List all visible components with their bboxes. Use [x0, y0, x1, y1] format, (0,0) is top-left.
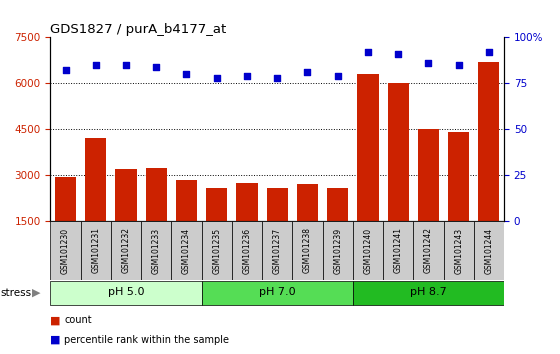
- Text: GSM101239: GSM101239: [333, 227, 342, 274]
- Point: [91, 62, 100, 68]
- Point: [182, 71, 191, 77]
- Point: [122, 62, 130, 68]
- Bar: [50, 221, 81, 280]
- Point: [61, 68, 70, 73]
- Text: GSM101243: GSM101243: [454, 227, 463, 274]
- Point: [484, 49, 493, 55]
- Text: GSM101230: GSM101230: [61, 227, 70, 274]
- Point: [333, 73, 342, 79]
- Text: GSM101231: GSM101231: [91, 228, 100, 273]
- Text: GSM101232: GSM101232: [122, 228, 130, 273]
- Bar: [50, 281, 202, 305]
- Bar: [81, 221, 111, 280]
- Bar: [418, 129, 439, 221]
- Bar: [323, 221, 353, 280]
- Bar: [357, 74, 379, 221]
- Text: ■: ■: [50, 315, 61, 325]
- Point: [242, 73, 251, 79]
- Bar: [202, 221, 232, 280]
- Bar: [297, 184, 318, 221]
- Text: percentile rank within the sample: percentile rank within the sample: [64, 335, 230, 345]
- Bar: [171, 221, 202, 280]
- Bar: [388, 83, 409, 221]
- Text: stress: stress: [1, 288, 32, 298]
- Text: ▶: ▶: [32, 288, 41, 298]
- Text: GSM101237: GSM101237: [273, 227, 282, 274]
- Text: GSM101242: GSM101242: [424, 228, 433, 273]
- Bar: [176, 180, 197, 221]
- Bar: [236, 183, 258, 221]
- Bar: [232, 221, 262, 280]
- Point: [273, 75, 282, 80]
- Bar: [478, 62, 500, 221]
- Point: [152, 64, 161, 69]
- Bar: [353, 221, 383, 280]
- Text: GSM101238: GSM101238: [303, 228, 312, 273]
- Text: GSM101233: GSM101233: [152, 227, 161, 274]
- Text: ■: ■: [50, 335, 61, 345]
- Bar: [413, 221, 444, 280]
- Point: [394, 51, 403, 57]
- Bar: [267, 188, 288, 221]
- Point: [454, 62, 463, 68]
- Text: GSM101241: GSM101241: [394, 228, 403, 273]
- Text: GSM101240: GSM101240: [363, 227, 372, 274]
- Point: [363, 49, 372, 55]
- Text: pH 7.0: pH 7.0: [259, 287, 296, 297]
- Text: GSM101236: GSM101236: [242, 227, 251, 274]
- Bar: [292, 221, 323, 280]
- Bar: [202, 281, 353, 305]
- Point: [424, 60, 433, 66]
- Bar: [55, 177, 76, 221]
- Text: GSM101234: GSM101234: [182, 227, 191, 274]
- Bar: [141, 221, 171, 280]
- Bar: [146, 167, 167, 221]
- Bar: [115, 169, 137, 221]
- Point: [212, 75, 221, 80]
- Text: count: count: [64, 315, 92, 325]
- Bar: [206, 188, 227, 221]
- Bar: [383, 221, 413, 280]
- Bar: [111, 221, 141, 280]
- Bar: [85, 138, 106, 221]
- Point: [303, 69, 312, 75]
- Bar: [262, 221, 292, 280]
- Bar: [448, 132, 469, 221]
- Text: pH 5.0: pH 5.0: [108, 287, 144, 297]
- Text: GDS1827 / purA_b4177_at: GDS1827 / purA_b4177_at: [50, 23, 227, 36]
- Bar: [444, 221, 474, 280]
- Text: GSM101244: GSM101244: [484, 227, 493, 274]
- Text: pH 8.7: pH 8.7: [410, 287, 447, 297]
- Bar: [353, 281, 504, 305]
- Bar: [474, 221, 504, 280]
- Bar: [327, 188, 348, 221]
- Text: GSM101235: GSM101235: [212, 227, 221, 274]
